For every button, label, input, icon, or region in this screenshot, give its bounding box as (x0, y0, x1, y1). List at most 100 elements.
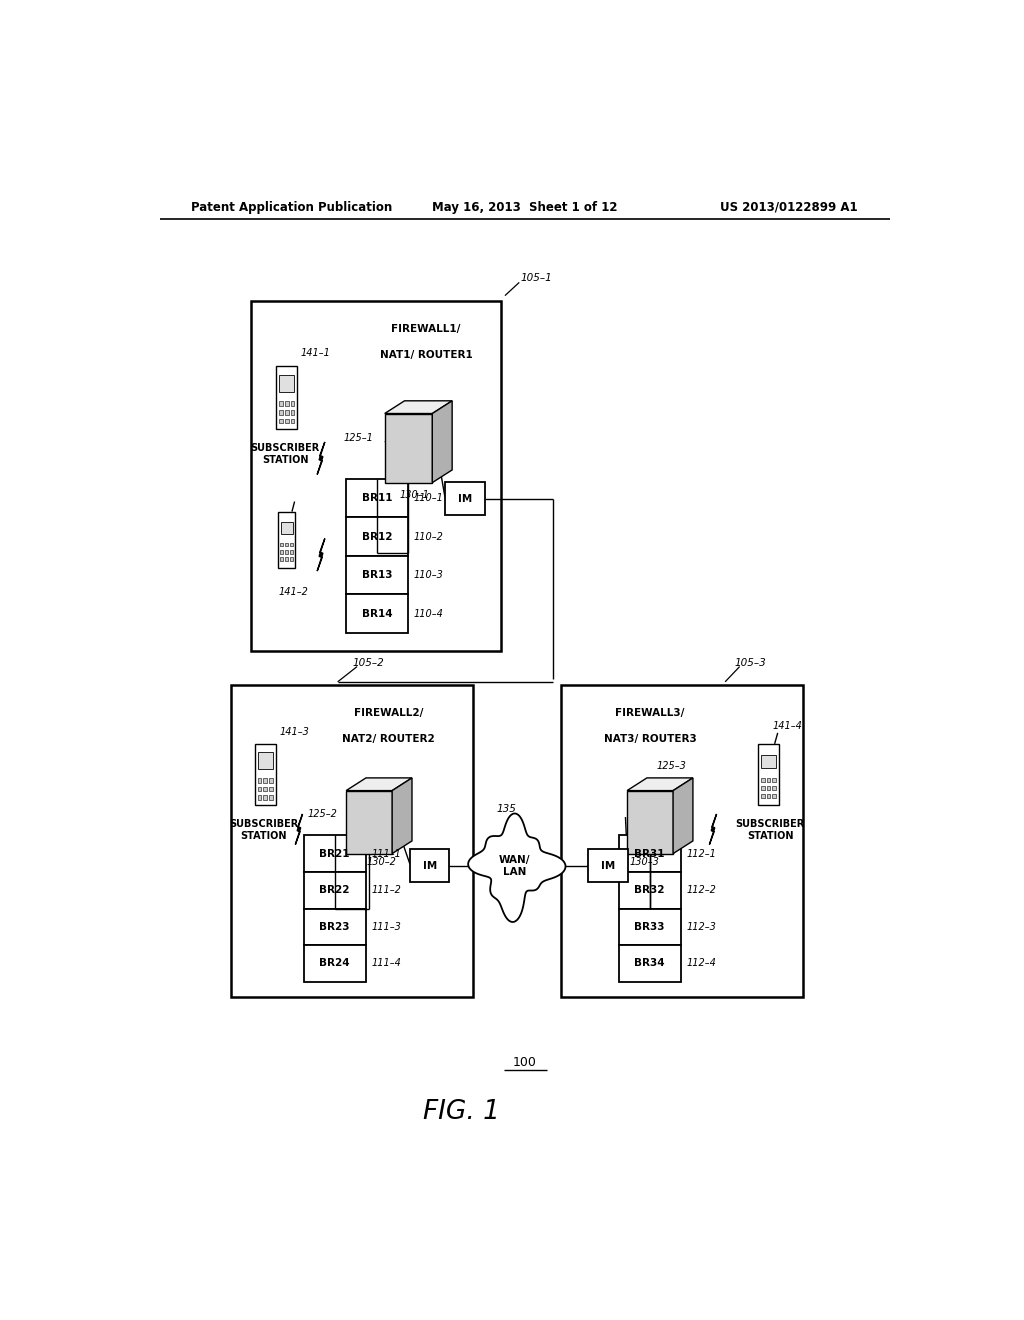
FancyBboxPatch shape (285, 418, 289, 424)
FancyBboxPatch shape (285, 550, 289, 553)
Text: BR12: BR12 (361, 532, 392, 541)
Text: 105–1: 105–1 (521, 273, 553, 284)
FancyBboxPatch shape (278, 512, 296, 568)
FancyBboxPatch shape (258, 787, 261, 791)
Text: 112–1: 112–1 (686, 849, 716, 858)
FancyBboxPatch shape (767, 793, 770, 797)
FancyBboxPatch shape (618, 908, 681, 945)
FancyBboxPatch shape (251, 301, 501, 651)
Polygon shape (317, 442, 325, 474)
FancyBboxPatch shape (772, 785, 776, 789)
Text: 112–3: 112–3 (686, 921, 716, 932)
Text: IM: IM (601, 861, 614, 871)
FancyBboxPatch shape (231, 685, 473, 997)
Text: FIREWALL3/: FIREWALL3/ (615, 709, 685, 718)
Text: 125–2: 125–2 (307, 809, 337, 818)
FancyBboxPatch shape (258, 752, 272, 770)
FancyBboxPatch shape (280, 411, 283, 414)
Text: 130–1: 130–1 (399, 490, 429, 500)
Text: FIREWALL1/: FIREWALL1/ (391, 325, 461, 334)
FancyBboxPatch shape (758, 744, 779, 805)
FancyBboxPatch shape (280, 418, 283, 424)
FancyBboxPatch shape (281, 521, 293, 535)
FancyBboxPatch shape (304, 836, 366, 873)
Text: NAT1/ ROUTER1: NAT1/ ROUTER1 (380, 350, 472, 359)
Text: BR22: BR22 (319, 886, 350, 895)
Text: BR32: BR32 (634, 886, 665, 895)
FancyBboxPatch shape (269, 787, 273, 791)
FancyBboxPatch shape (285, 557, 289, 561)
Text: 100: 100 (513, 1056, 537, 1069)
Text: 105–2: 105–2 (352, 657, 384, 668)
FancyBboxPatch shape (385, 413, 432, 483)
Text: BR23: BR23 (319, 921, 350, 932)
Text: 130–3: 130–3 (629, 857, 659, 867)
FancyBboxPatch shape (291, 401, 294, 405)
FancyBboxPatch shape (761, 785, 765, 789)
Text: BR33: BR33 (634, 921, 665, 932)
FancyBboxPatch shape (618, 945, 681, 982)
FancyBboxPatch shape (304, 873, 366, 908)
Text: 141–1: 141–1 (301, 347, 331, 358)
Polygon shape (295, 814, 302, 845)
Text: BR24: BR24 (319, 958, 350, 969)
Text: 141–3: 141–3 (280, 726, 309, 737)
FancyBboxPatch shape (618, 836, 681, 873)
Polygon shape (317, 539, 325, 572)
FancyBboxPatch shape (269, 796, 273, 800)
Polygon shape (385, 401, 453, 413)
FancyBboxPatch shape (304, 908, 366, 945)
Text: IM: IM (423, 861, 437, 871)
FancyBboxPatch shape (281, 543, 284, 546)
FancyBboxPatch shape (767, 777, 770, 781)
Text: 111–3: 111–3 (372, 921, 401, 932)
Text: 111–4: 111–4 (372, 958, 401, 969)
Text: 112–2: 112–2 (686, 886, 716, 895)
Text: US 2013/0122899 A1: US 2013/0122899 A1 (721, 201, 858, 214)
Text: WAN/
LAN: WAN/ LAN (499, 855, 530, 876)
Text: 110–1: 110–1 (414, 492, 443, 503)
FancyBboxPatch shape (269, 779, 273, 783)
FancyBboxPatch shape (285, 411, 289, 414)
Text: 125–1: 125–1 (343, 433, 374, 444)
Text: 110–2: 110–2 (414, 532, 443, 541)
FancyBboxPatch shape (618, 873, 681, 908)
FancyBboxPatch shape (291, 411, 294, 414)
Text: 110–4: 110–4 (414, 609, 443, 619)
Text: Patent Application Publication: Patent Application Publication (191, 201, 393, 214)
Text: BR13: BR13 (361, 570, 392, 579)
FancyBboxPatch shape (291, 418, 294, 424)
Text: 111–1: 111–1 (372, 849, 401, 858)
Text: 130–2: 130–2 (367, 857, 396, 867)
FancyBboxPatch shape (280, 401, 283, 405)
FancyBboxPatch shape (290, 557, 293, 561)
Text: SUBSCRIBER
STATION: SUBSCRIBER STATION (251, 444, 319, 465)
Text: NAT3/ ROUTER3: NAT3/ ROUTER3 (604, 734, 696, 743)
Text: 141–2: 141–2 (279, 587, 308, 598)
FancyBboxPatch shape (258, 779, 261, 783)
Text: BR21: BR21 (319, 849, 350, 858)
FancyBboxPatch shape (588, 849, 628, 882)
Text: BR14: BR14 (361, 609, 392, 619)
Text: BR11: BR11 (361, 492, 392, 503)
Polygon shape (468, 813, 565, 921)
FancyBboxPatch shape (255, 744, 275, 805)
Text: BR31: BR31 (634, 849, 665, 858)
FancyBboxPatch shape (285, 401, 289, 405)
FancyBboxPatch shape (263, 787, 267, 791)
Polygon shape (392, 777, 412, 854)
FancyBboxPatch shape (285, 543, 289, 546)
FancyBboxPatch shape (263, 796, 267, 800)
Polygon shape (673, 777, 693, 854)
FancyBboxPatch shape (761, 777, 765, 781)
Text: 135: 135 (497, 804, 516, 814)
FancyBboxPatch shape (258, 796, 261, 800)
FancyBboxPatch shape (280, 375, 294, 392)
Text: May 16, 2013  Sheet 1 of 12: May 16, 2013 Sheet 1 of 12 (432, 201, 617, 214)
FancyBboxPatch shape (346, 791, 392, 854)
FancyBboxPatch shape (263, 779, 267, 783)
Text: 105–3: 105–3 (735, 657, 767, 668)
Text: FIREWALL2/: FIREWALL2/ (354, 709, 423, 718)
Polygon shape (432, 401, 453, 483)
FancyBboxPatch shape (281, 550, 284, 553)
